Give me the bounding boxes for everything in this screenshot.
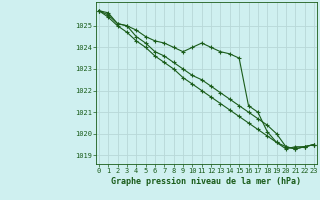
X-axis label: Graphe pression niveau de la mer (hPa): Graphe pression niveau de la mer (hPa) [111, 177, 301, 186]
